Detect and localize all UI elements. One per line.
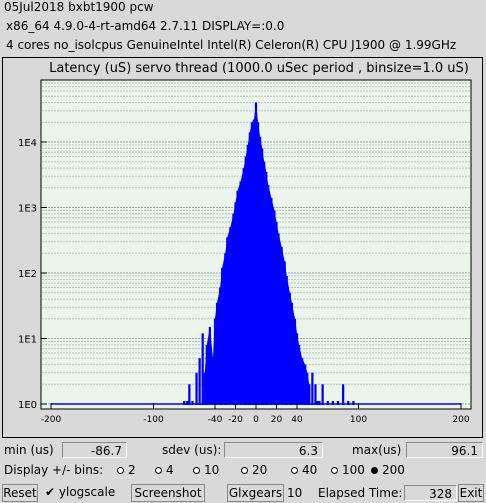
y-tick-label: 1E4 bbox=[18, 138, 37, 149]
histogram-bar bbox=[186, 401, 189, 405]
histogram-body bbox=[204, 102, 310, 405]
y-tick-label: 1E2 bbox=[18, 269, 37, 280]
max-label: max(us) bbox=[352, 443, 402, 457]
sdev-value: 6.3 bbox=[224, 442, 323, 458]
kernel-info-line: x86_64 4.9.0-4-rt-amd64 2.7.11 DISPLAY=:… bbox=[6, 19, 285, 33]
histogram-bar bbox=[314, 384, 317, 405]
bins-radio-label: 200 bbox=[382, 463, 405, 477]
bins-radio-label: 20 bbox=[252, 463, 268, 477]
histogram-bar bbox=[316, 401, 319, 405]
x-tick-label: -200 bbox=[41, 415, 62, 425]
bins-radio-100[interactable] bbox=[331, 467, 338, 474]
sdev-label: sdev (us): bbox=[162, 443, 222, 457]
y-axis: 1E0 1E1 1E2 1E3 1E4 bbox=[18, 138, 47, 411]
min-label: min (us) bbox=[4, 443, 54, 457]
ylogscale-checkbox[interactable]: ✔ ylogscale bbox=[45, 485, 115, 499]
histogram-bar bbox=[326, 401, 329, 405]
x-tick-label: -20 bbox=[228, 415, 243, 425]
glxgears-count: 10 bbox=[287, 486, 303, 500]
bins-radio-10[interactable] bbox=[193, 467, 200, 474]
elapsed-value: 328 bbox=[404, 485, 457, 501]
x-axis: -200 -100 -40 -20 0 20 40 100 200 bbox=[41, 403, 470, 425]
bins-radio-label: 40 bbox=[302, 463, 318, 477]
bins-radio-label: 10 bbox=[204, 463, 220, 477]
x-tick-label: 100 bbox=[350, 415, 367, 425]
glxgears-button[interactable]: Glxgears bbox=[227, 484, 284, 502]
y-tick-label: 1E0 bbox=[18, 400, 37, 411]
elapsed-label: Elapsed Time: bbox=[318, 486, 403, 500]
reset-button[interactable]: Reset bbox=[2, 484, 38, 502]
max-value: 96.1 bbox=[406, 442, 483, 458]
histogram-bar bbox=[341, 384, 345, 405]
cpu-info-line: 4 cores no_isolcpus GenuineIntel Intel(R… bbox=[6, 38, 457, 52]
histogram-bar bbox=[183, 401, 186, 405]
histogram-bar bbox=[352, 401, 355, 405]
histogram-bar bbox=[347, 401, 350, 405]
chart-title: Latency (uS) servo thread (1000.0 uSec p… bbox=[49, 61, 469, 76]
bins-label: Display +/- bins: bbox=[4, 463, 104, 477]
histogram-bar bbox=[188, 384, 191, 405]
x-tick-label: 40 bbox=[291, 415, 303, 425]
check-mark-icon: ✔ bbox=[45, 485, 56, 499]
histogram-bar bbox=[331, 401, 335, 405]
histogram-bars bbox=[51, 102, 461, 406]
bins-radio-label: 2 bbox=[128, 463, 136, 477]
y-tick-label: 1E3 bbox=[18, 204, 37, 215]
bins-radio-20[interactable] bbox=[241, 467, 248, 474]
histogram-bar bbox=[201, 333, 204, 405]
histogram-bar bbox=[321, 384, 324, 405]
histogram-plot: Latency (uS) servo thread (1000.0 uSec p… bbox=[2, 57, 483, 438]
histogram-bar bbox=[318, 401, 321, 405]
bins-radio-4[interactable] bbox=[155, 467, 162, 474]
histogram-bar bbox=[311, 372, 314, 405]
screenshot-button[interactable]: Screenshot bbox=[131, 484, 205, 502]
bins-radio-2[interactable] bbox=[117, 467, 124, 474]
bins-radio-40[interactable] bbox=[291, 467, 298, 474]
x-tick-label: 200 bbox=[452, 415, 469, 425]
histogram-bar bbox=[195, 372, 198, 405]
histogram-svg: Latency (uS) servo thread (1000.0 uSec p… bbox=[18, 61, 472, 425]
x-tick-label: 20 bbox=[271, 415, 283, 425]
x-tick-label: -40 bbox=[208, 415, 223, 425]
bins-radio-200[interactable] bbox=[371, 467, 378, 474]
histogram-bar bbox=[198, 358, 201, 405]
ylogscale-label: ylogscale bbox=[58, 485, 116, 499]
x-tick-label: -100 bbox=[143, 415, 164, 425]
exit-button[interactable]: Exit bbox=[458, 484, 484, 502]
y-tick-label: 1E1 bbox=[18, 335, 37, 346]
histogram-bar bbox=[191, 401, 194, 405]
min-value: -86.7 bbox=[62, 442, 127, 458]
host-info-line: 05Jul2018 bxbt1900 pcw bbox=[4, 0, 154, 14]
bins-radio-label: 4 bbox=[166, 463, 174, 477]
histogram-bar bbox=[336, 401, 340, 405]
bins-radio-label: 100 bbox=[342, 463, 365, 477]
x-tick-label: 0 bbox=[253, 415, 259, 425]
